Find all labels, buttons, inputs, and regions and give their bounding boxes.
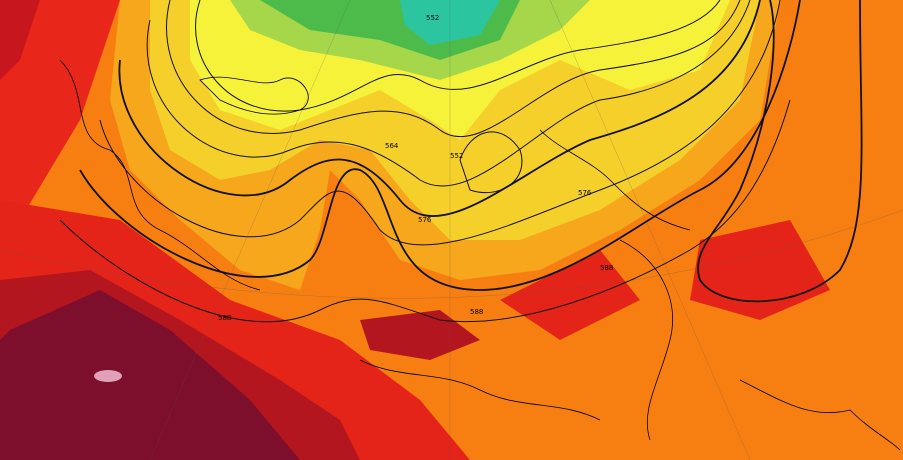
contour-label: 564 — [385, 142, 399, 150]
warm-region — [0, 0, 120, 240]
hot-region — [0, 0, 40, 80]
hot-spot — [94, 370, 122, 382]
contour-label: 576 — [578, 189, 592, 197]
contour-labels: 552 552 564 576 576 588 588 588 — [218, 14, 613, 322]
contour-label: 588 — [470, 308, 483, 316]
very-hot-region — [0, 290, 300, 460]
contour-label: 552 — [450, 152, 463, 160]
warm-region — [500, 250, 640, 340]
contour-label: 576 — [418, 216, 432, 224]
contour-label: 552 — [426, 14, 439, 22]
height-contours — [59, 0, 863, 323]
contour-label: 588 — [600, 264, 613, 272]
contour-label: 588 — [218, 314, 231, 322]
coastlines — [59, 59, 901, 451]
